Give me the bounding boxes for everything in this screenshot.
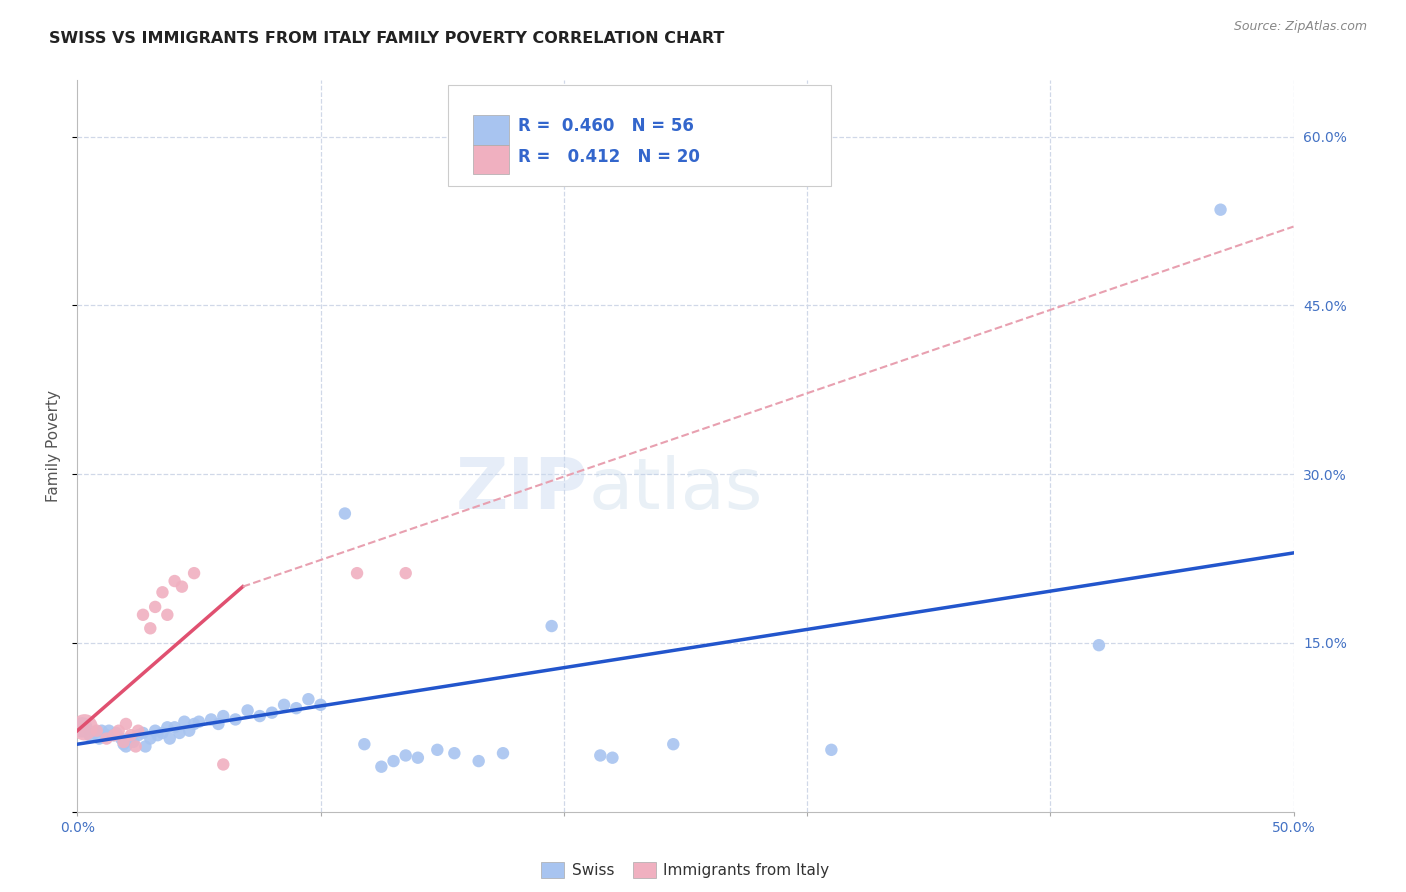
Point: [188, 714, 211, 729]
Point: [333, 507, 356, 521]
Point: [309, 698, 332, 712]
Point: [152, 726, 174, 740]
Point: [112, 737, 135, 751]
Point: [467, 754, 489, 768]
FancyBboxPatch shape: [472, 145, 509, 174]
Point: [70, 720, 93, 734]
Point: [86, 723, 108, 738]
Point: [103, 728, 125, 742]
Text: R =  0.460   N = 56: R = 0.460 N = 56: [517, 117, 693, 135]
Point: [120, 728, 142, 742]
Point: [105, 726, 128, 740]
Point: [79, 728, 101, 742]
Point: [122, 735, 145, 749]
FancyBboxPatch shape: [472, 115, 509, 145]
Point: [170, 580, 193, 594]
Point: [346, 566, 368, 581]
Point: [212, 757, 235, 772]
FancyBboxPatch shape: [449, 86, 831, 186]
Point: [97, 723, 120, 738]
Point: [406, 750, 429, 764]
Point: [662, 737, 685, 751]
Point: [115, 717, 138, 731]
Point: [492, 746, 515, 760]
Legend: Swiss, Immigrants from Italy: Swiss, Immigrants from Italy: [536, 856, 835, 885]
Point: [120, 731, 142, 746]
Point: [143, 723, 166, 738]
Point: [110, 731, 132, 746]
Point: [179, 723, 201, 738]
Point: [127, 728, 149, 742]
Point: [260, 706, 283, 720]
Point: [236, 703, 259, 717]
Point: [139, 731, 162, 746]
Point: [207, 717, 229, 731]
Point: [107, 723, 129, 738]
Point: [96, 731, 118, 746]
Point: [169, 726, 191, 740]
Point: [163, 574, 186, 588]
Point: [163, 720, 186, 734]
Point: [273, 698, 295, 712]
Point: [183, 566, 205, 581]
Point: [173, 714, 195, 729]
Point: [132, 607, 155, 622]
Point: [382, 754, 405, 768]
Point: [112, 735, 135, 749]
Point: [540, 619, 562, 633]
Text: SWISS VS IMMIGRANTS FROM ITALY FAMILY POVERTY CORRELATION CHART: SWISS VS IMMIGRANTS FROM ITALY FAMILY PO…: [49, 31, 724, 46]
Point: [370, 760, 392, 774]
Point: [103, 728, 125, 742]
Point: [96, 728, 118, 742]
Point: [589, 748, 612, 763]
Point: [125, 739, 148, 754]
Point: [443, 746, 465, 760]
Point: [73, 720, 96, 734]
Point: [146, 728, 169, 742]
Point: [200, 713, 222, 727]
Point: [224, 713, 246, 727]
Point: [395, 748, 418, 763]
Text: atlas: atlas: [588, 456, 762, 524]
Point: [143, 599, 166, 614]
Point: [152, 585, 174, 599]
Point: [89, 731, 111, 746]
Point: [127, 723, 149, 738]
Text: Source: ZipAtlas.com: Source: ZipAtlas.com: [1233, 20, 1367, 33]
Point: [1209, 202, 1232, 217]
Point: [115, 739, 138, 754]
Text: R =   0.412   N = 20: R = 0.412 N = 20: [517, 147, 699, 166]
Point: [212, 709, 235, 723]
Point: [1088, 638, 1111, 652]
Point: [395, 566, 418, 581]
Point: [156, 607, 179, 622]
Point: [426, 743, 449, 757]
Y-axis label: Family Poverty: Family Poverty: [45, 390, 60, 502]
Point: [156, 720, 179, 734]
Point: [820, 743, 842, 757]
Point: [249, 709, 271, 723]
Point: [159, 731, 181, 746]
Point: [134, 739, 156, 754]
Point: [132, 726, 155, 740]
Point: [297, 692, 319, 706]
Point: [183, 717, 205, 731]
Point: [83, 726, 105, 740]
Point: [90, 723, 112, 738]
Text: ZIP: ZIP: [456, 456, 588, 524]
Point: [602, 750, 624, 764]
Point: [139, 621, 162, 635]
Point: [353, 737, 375, 751]
Point: [285, 701, 308, 715]
